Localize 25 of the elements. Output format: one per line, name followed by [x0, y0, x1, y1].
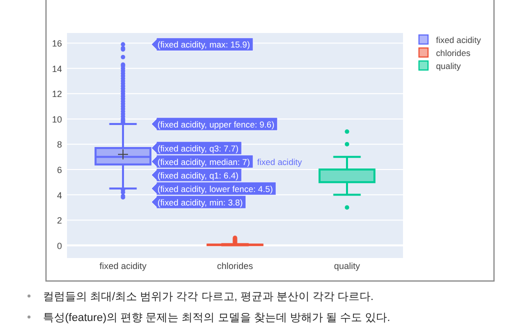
legend-label: fixed acidity — [436, 35, 482, 45]
y-tick-label: 2 — [56, 216, 62, 226]
annotation: (fixed acidity, q1: 6.4) — [157, 170, 239, 180]
y-tick-label: 10 — [52, 114, 62, 124]
annotation: fixed acidity — [257, 156, 303, 167]
annotation: (fixed acidity, lower fence: 4.5) — [157, 184, 274, 194]
text: 특성(feature)의 편향 문제는 최적의 모델을 찾는데 방해가 될 수도 있다. — [43, 312, 390, 324]
y-tick-label: 6 — [56, 165, 62, 176]
annotation: (fixed acidity, q3: 7.7) — [157, 143, 239, 154]
y-tick-label: 0 — [56, 240, 62, 251]
annotation: (fixed acidity, min: 3.8) — [157, 197, 243, 208]
annotation: (fixed acidity, upper fence: 9.6) — [157, 119, 274, 130]
annotation: (fixed acidity, median: 7) — [157, 156, 250, 167]
x-tick-label: quality — [334, 261, 361, 271]
y-tick-label: 4 — [56, 190, 62, 200]
y-tick-label: 12 — [52, 89, 62, 100]
x-tick-label: chlorides — [216, 261, 254, 271]
legend-label: chlorides — [436, 48, 470, 58]
x-tick-label: fixed acidity — [99, 261, 148, 271]
y-tick-label: 8 — [56, 140, 62, 150]
legend-label: quality — [436, 61, 462, 71]
y-tick-label: 14 — [52, 64, 62, 74]
annotation: (fixed acidity, max: 15.9) — [157, 40, 250, 50]
text: 컬럼들의 최대/최소 범위가 각각 다르고, 평균과 분산이 각각 다르다. — [43, 291, 374, 303]
y-tick-label: 16 — [52, 38, 62, 49]
